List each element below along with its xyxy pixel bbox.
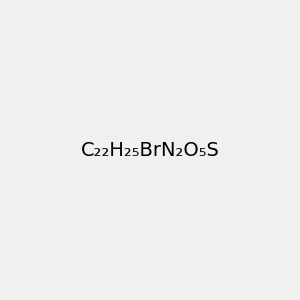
- Text: C₂₂H₂₅BrN₂O₅S: C₂₂H₂₅BrN₂O₅S: [81, 140, 219, 160]
